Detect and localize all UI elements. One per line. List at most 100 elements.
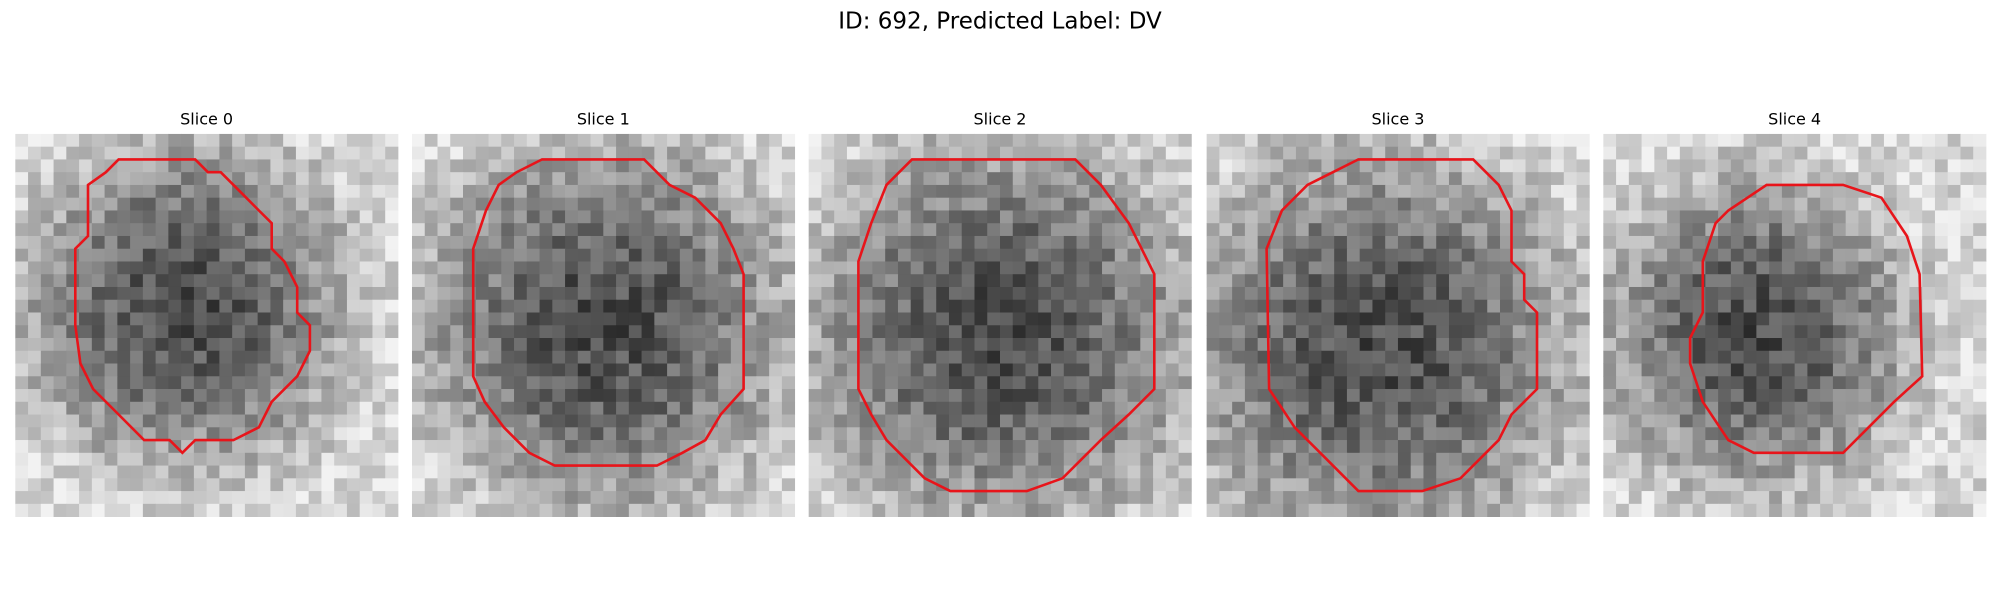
pixel — [1038, 274, 1052, 288]
pixel — [756, 299, 770, 313]
pixel — [488, 427, 502, 441]
pixel — [283, 427, 297, 441]
pixel — [79, 261, 93, 275]
pixel — [834, 363, 848, 377]
pixel — [1525, 133, 1539, 148]
pixel — [1076, 503, 1090, 517]
pixel — [743, 184, 757, 199]
pixel — [1743, 159, 1757, 173]
pixel — [821, 172, 835, 186]
pixel — [142, 350, 157, 364]
pixel — [372, 452, 386, 466]
pixel — [1487, 274, 1501, 288]
pixel — [1667, 350, 1681, 364]
pixel — [1448, 274, 1463, 288]
pixel — [437, 159, 451, 173]
pixel — [692, 427, 706, 441]
pixel — [1538, 210, 1552, 224]
pixel — [1654, 503, 1668, 517]
pixel — [846, 248, 861, 262]
pixel — [91, 452, 105, 466]
pixel — [219, 197, 233, 211]
pixel — [1896, 440, 1910, 454]
pixel — [846, 465, 861, 479]
pixel — [1140, 172, 1154, 186]
pixel — [463, 427, 477, 441]
pixel — [948, 133, 963, 148]
pixel — [1705, 248, 1719, 262]
pixel — [730, 210, 745, 224]
pixel — [155, 503, 169, 517]
pixel — [872, 363, 886, 377]
pixel — [1628, 184, 1642, 199]
pixel — [705, 491, 719, 505]
pixel — [1794, 172, 1808, 186]
pixel — [1321, 363, 1335, 377]
pixel — [283, 223, 297, 237]
pixel — [590, 427, 604, 441]
pixel — [1436, 172, 1450, 186]
pixel — [437, 452, 451, 466]
pixel — [1667, 414, 1681, 428]
pixel — [1038, 389, 1052, 403]
pixel — [1576, 261, 1590, 275]
pixel — [1000, 146, 1014, 160]
pixel — [1500, 325, 1514, 339]
pixel — [1487, 376, 1501, 390]
pixel — [692, 312, 706, 326]
pixel — [808, 325, 822, 339]
pixel — [1410, 338, 1424, 352]
pixel — [372, 197, 386, 211]
pixel — [257, 312, 271, 326]
pixel — [181, 261, 195, 275]
pixel — [40, 427, 54, 441]
pixel — [1474, 261, 1488, 275]
pixel — [1114, 299, 1128, 313]
pixel — [1206, 261, 1220, 275]
pixel — [1845, 223, 1859, 237]
pixel — [756, 312, 770, 326]
pixel — [718, 159, 732, 173]
pixel — [1257, 274, 1271, 288]
pixel — [1538, 159, 1552, 173]
pixel — [1845, 414, 1859, 428]
pixel — [1283, 312, 1297, 326]
pixel — [334, 440, 348, 454]
pixel — [577, 159, 591, 173]
pixel — [1576, 414, 1590, 428]
pixel — [1603, 363, 1617, 377]
pixel — [1372, 210, 1386, 224]
pixel — [859, 503, 873, 517]
pixel — [654, 210, 668, 224]
pixel — [334, 312, 348, 326]
pixel — [206, 376, 220, 390]
pixel — [603, 363, 617, 377]
pixel — [705, 299, 719, 313]
pixel — [1012, 159, 1026, 173]
pixel — [1538, 452, 1552, 466]
pixel — [475, 248, 489, 262]
pixel — [1000, 133, 1014, 148]
pixel — [846, 159, 861, 173]
pixel — [1807, 440, 1821, 454]
pixel — [1025, 235, 1039, 250]
pixel — [1500, 261, 1514, 275]
pixel — [1372, 235, 1386, 250]
pixel — [1832, 389, 1847, 403]
pixel — [1051, 235, 1065, 250]
pixel — [1257, 159, 1271, 173]
pixel — [974, 325, 988, 339]
pixel — [1794, 427, 1808, 441]
pixel — [539, 274, 553, 288]
pixel — [1308, 376, 1322, 390]
pixel — [948, 325, 963, 339]
pixel — [1334, 286, 1348, 301]
pixel — [424, 159, 438, 173]
pixel — [743, 338, 757, 352]
pixel — [1947, 133, 1961, 148]
pixel — [1616, 159, 1630, 173]
pixel — [1654, 414, 1668, 428]
pixel — [923, 159, 937, 173]
pixel — [193, 427, 208, 441]
pixel — [1321, 414, 1335, 428]
